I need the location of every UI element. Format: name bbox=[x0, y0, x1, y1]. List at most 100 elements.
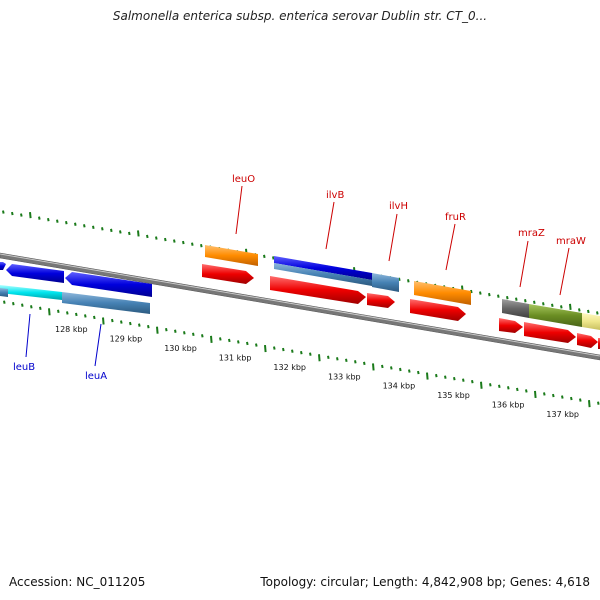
tick-mark bbox=[182, 240, 185, 245]
tick-mark bbox=[551, 303, 554, 308]
tick-mark bbox=[92, 225, 95, 230]
tick-mark bbox=[57, 309, 60, 314]
tick-mark bbox=[264, 344, 267, 353]
tick-mark bbox=[282, 347, 285, 352]
gene-feature-mraW[interactable] bbox=[529, 304, 582, 327]
gene-label-ilvH[interactable]: ilvH bbox=[389, 201, 408, 212]
tick-mark bbox=[470, 289, 473, 294]
gene-feature-ilvH-cds[interactable] bbox=[367, 293, 395, 308]
tick-mark bbox=[147, 324, 150, 329]
tick-mark bbox=[146, 234, 149, 239]
gene-label-mraZ[interactable]: mraZ bbox=[518, 228, 545, 239]
gene-feature-cyan[interactable] bbox=[0, 285, 62, 300]
tick-mark bbox=[237, 340, 240, 344]
tick-mark bbox=[30, 305, 33, 309]
tick-mark bbox=[408, 369, 411, 373]
genome-backbone bbox=[0, 252, 600, 361]
tick-mark bbox=[543, 392, 546, 396]
gene-label-leuO[interactable]: leuO bbox=[232, 174, 255, 185]
tick-mark bbox=[327, 355, 330, 359]
scale-label: 136 kbp bbox=[492, 401, 525, 410]
gene-feature-gray[interactable] bbox=[502, 299, 529, 318]
tick-mark bbox=[498, 384, 501, 389]
scale-label: 128 kbp bbox=[55, 325, 88, 334]
tick-mark bbox=[507, 386, 510, 390]
tick-mark bbox=[533, 300, 536, 304]
tick-mark bbox=[183, 331, 186, 335]
tick-mark bbox=[398, 277, 401, 282]
tick-mark bbox=[84, 314, 87, 318]
tick-mark bbox=[596, 311, 599, 315]
tick-mark bbox=[426, 372, 429, 380]
tick-mark bbox=[390, 366, 393, 370]
tick-mark bbox=[155, 236, 158, 240]
tick-mark bbox=[138, 323, 141, 327]
tick-mark bbox=[156, 326, 159, 334]
tick-mark bbox=[516, 387, 519, 392]
gene-feature-khaki[interactable] bbox=[582, 313, 600, 330]
gene-feature-leuO-cds[interactable] bbox=[202, 264, 254, 284]
gene-feature-ilvH[interactable] bbox=[372, 273, 399, 292]
gene-label-ilvB[interactable]: ilvB bbox=[326, 190, 344, 201]
tick-mark bbox=[471, 380, 474, 384]
tick-mark bbox=[318, 354, 321, 362]
tick-mark bbox=[66, 311, 69, 315]
gene-feature-steelblue[interactable] bbox=[62, 292, 150, 314]
tick-mark bbox=[101, 227, 104, 231]
tick-mark bbox=[444, 375, 447, 379]
gene-feature-steelblue-left[interactable] bbox=[0, 288, 8, 297]
tick-mark bbox=[111, 318, 114, 323]
tick-mark bbox=[110, 228, 113, 233]
scale-label: 130 kbp bbox=[164, 344, 197, 353]
tick-mark bbox=[435, 373, 438, 378]
tick-mark bbox=[56, 219, 59, 223]
tick-mark bbox=[29, 212, 32, 219]
gene-label-leuB[interactable]: leuB bbox=[13, 362, 35, 373]
inner-tick-track bbox=[3, 300, 600, 408]
tick-mark bbox=[129, 321, 132, 326]
gene-feature-cds-3[interactable] bbox=[577, 333, 598, 348]
tick-mark bbox=[75, 312, 78, 317]
tick-mark bbox=[291, 349, 294, 353]
tick-mark bbox=[597, 401, 600, 405]
tick-mark bbox=[453, 376, 456, 381]
tick-mark bbox=[255, 343, 258, 347]
tick-mark bbox=[588, 400, 591, 408]
tick-mark bbox=[354, 360, 357, 364]
gene-label-leuA[interactable]: leuA bbox=[85, 371, 107, 382]
tick-mark bbox=[201, 334, 204, 338]
gene-feature-mraW-cds[interactable] bbox=[524, 322, 576, 343]
gene-feature-fruR[interactable] bbox=[414, 281, 471, 305]
gene-label-mraW[interactable]: mraW bbox=[556, 236, 586, 247]
tick-mark bbox=[524, 299, 527, 303]
scale-labels: 128 kbp 129 kbp 130 kbp 131 kbp 132 kbp 133 k… bbox=[55, 325, 579, 419]
tick-mark bbox=[228, 338, 231, 343]
scale-label: 137 kbp bbox=[546, 410, 579, 419]
tick-mark bbox=[93, 315, 96, 320]
tick-mark bbox=[12, 302, 15, 306]
gene-feature-ilvB-cds[interactable] bbox=[270, 276, 366, 304]
tick-mark bbox=[497, 294, 500, 298]
gene-feature-ilvB[interactable] bbox=[274, 256, 372, 280]
tick-mark bbox=[21, 303, 24, 307]
tick-mark bbox=[39, 306, 42, 310]
page-title: Salmonella enterica subsp. enterica sero… bbox=[112, 9, 488, 23]
tick-mark bbox=[372, 363, 375, 371]
tick-mark bbox=[515, 297, 518, 301]
tick-mark bbox=[506, 295, 509, 300]
gene-feature-mraZ-cds[interactable] bbox=[499, 318, 523, 333]
gene-label-fruR[interactable]: fruR bbox=[445, 212, 466, 223]
gene-feature-leuA[interactable] bbox=[65, 272, 152, 297]
gene-feature-fruR-cds[interactable] bbox=[410, 299, 466, 321]
tick-mark bbox=[38, 216, 41, 220]
tick-mark bbox=[192, 332, 195, 337]
gene-feature-ilvB-steel[interactable] bbox=[274, 263, 372, 286]
gene-feature-blue[interactable] bbox=[0, 262, 6, 270]
tick-mark bbox=[489, 383, 492, 387]
gene-feature-leuB[interactable] bbox=[6, 264, 64, 283]
tick-mark bbox=[119, 230, 122, 234]
gene-feature-leuO[interactable] bbox=[205, 245, 258, 266]
tick-mark bbox=[219, 337, 222, 341]
tick-mark bbox=[363, 361, 366, 366]
